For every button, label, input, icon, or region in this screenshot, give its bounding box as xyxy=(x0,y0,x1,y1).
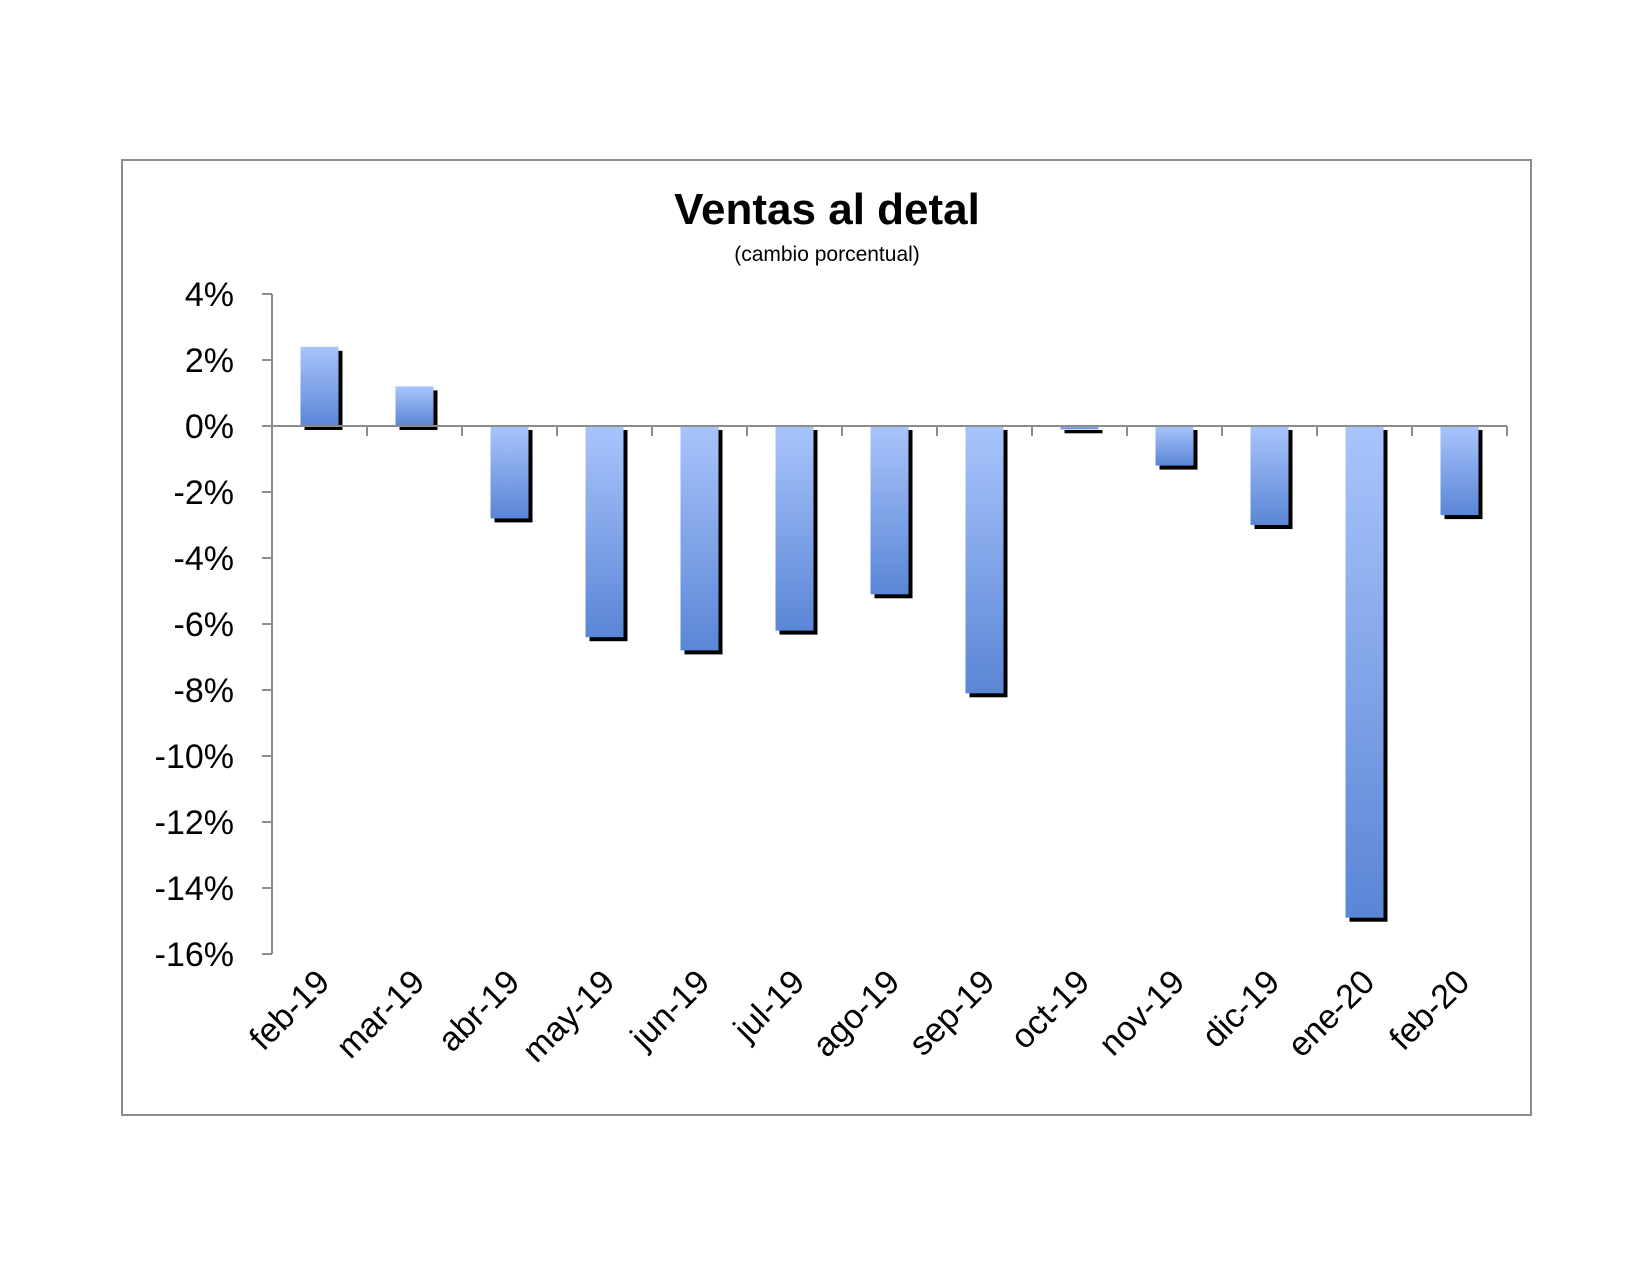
bar-sep-19 xyxy=(965,426,1004,694)
chart-title: Ventas al detal xyxy=(674,185,980,234)
y-tick-label: 4% xyxy=(185,276,234,314)
x-tick-label: mar-19 xyxy=(329,963,432,1066)
x-tick-label: nov-19 xyxy=(1092,963,1192,1063)
y-tick-label: -4% xyxy=(174,540,234,578)
y-tick-label: -6% xyxy=(174,606,234,644)
y-tick-label: 0% xyxy=(185,408,234,446)
y-tick-label: -12% xyxy=(155,804,234,842)
bar-chart: Ventas al detal (cambio porcentual) 4% 2%… xyxy=(155,185,1508,1070)
bar-mar-19 xyxy=(395,386,434,426)
x-tick-label: feb-20 xyxy=(1382,963,1477,1058)
y-tick-label: -10% xyxy=(155,738,234,776)
bar-feb-19 xyxy=(300,346,339,426)
y-tick-label: 2% xyxy=(185,342,234,380)
x-tick-label: jul-19 xyxy=(726,963,812,1049)
bar-may-19 xyxy=(585,426,624,638)
x-tick-label: feb-19 xyxy=(242,963,337,1058)
x-tick-label: ago-19 xyxy=(805,963,907,1065)
bar-jul-19 xyxy=(775,426,814,631)
x-tick-label: may-19 xyxy=(515,963,622,1070)
chart-subtitle: (cambio porcentual) xyxy=(734,243,920,266)
bar-ene-20 xyxy=(1345,426,1384,918)
bar-shadow xyxy=(1064,430,1103,434)
x-tick-label: ene-20 xyxy=(1280,963,1382,1065)
x-tick-label: abr-19 xyxy=(431,963,527,1059)
y-tick-label: -16% xyxy=(155,936,234,974)
x-tick-label: sep-19 xyxy=(902,963,1002,1063)
x-tick-label: oct-19 xyxy=(1003,963,1097,1057)
bar-ago-19 xyxy=(870,426,909,595)
bar-oct-19 xyxy=(1060,426,1099,430)
y-tick-label: -2% xyxy=(174,474,234,512)
y-tick-label: -8% xyxy=(174,672,234,710)
bar-jun-19 xyxy=(680,426,719,651)
bars xyxy=(300,346,1483,922)
chart-frame: Ventas al detal (cambio porcentual) 4% 2%… xyxy=(121,159,1532,1116)
x-tick-label: dic-19 xyxy=(1195,963,1287,1055)
bar-feb-20 xyxy=(1440,426,1479,516)
x-tick-label: jun-19 xyxy=(623,963,717,1057)
bar-dic-19 xyxy=(1250,426,1289,525)
bar-abr-19 xyxy=(490,426,529,519)
bar-nov-19 xyxy=(1155,426,1194,466)
y-axis: 4% 2% 0% -2% -4% -6% -8% -10% -12% -14% -16% xyxy=(155,276,273,974)
y-tick-label: -14% xyxy=(155,870,234,908)
